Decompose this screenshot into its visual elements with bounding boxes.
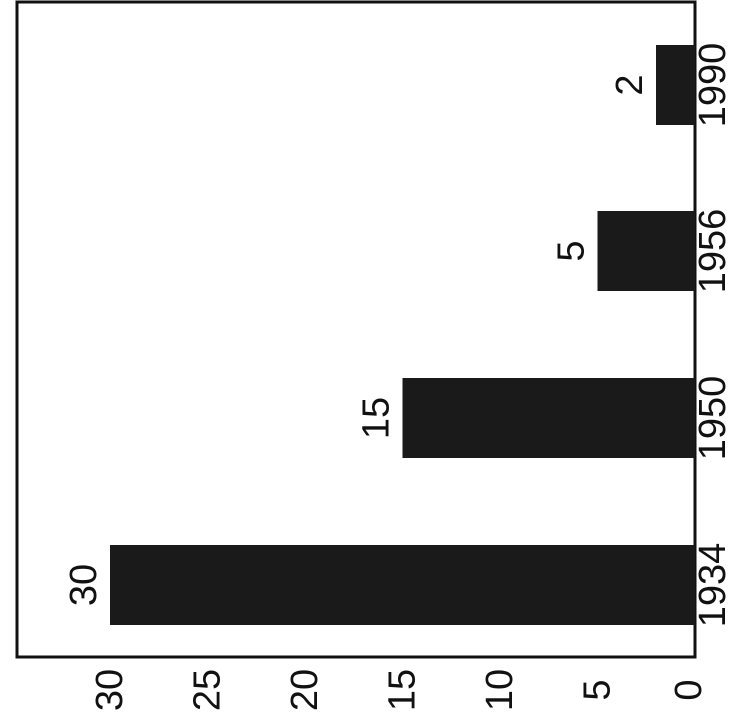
value-label-1950: 15	[356, 397, 398, 439]
category-label-1956: 1956	[692, 209, 729, 294]
tick-label-0: 0	[668, 679, 710, 700]
tick-label-25: 25	[187, 669, 229, 711]
value-label-1990: 2	[609, 74, 651, 95]
bar-1950	[402, 378, 695, 458]
tick-label-20: 20	[284, 669, 326, 711]
value-label-1934: 30	[63, 564, 105, 606]
labels-layer: 30 1934 15 1950 5 1956 2 1990	[63, 43, 729, 628]
tick-label-30: 30	[89, 669, 131, 711]
category-label-1950: 1950	[692, 376, 729, 461]
ticks-layer: 30 25 20 15 10 5 0	[89, 669, 710, 711]
tick-label-5: 5	[577, 679, 619, 700]
bar-1956	[597, 211, 695, 291]
value-label-1956: 5	[551, 240, 593, 261]
category-label-1934: 1934	[692, 543, 729, 628]
tick-label-10: 10	[479, 669, 521, 711]
bars-layer	[110, 45, 695, 625]
category-label-1990: 1990	[692, 43, 729, 128]
bar-1990	[656, 45, 695, 125]
plot-frame	[15, 0, 697, 659]
bar-1934	[110, 545, 695, 625]
tick-label-15: 15	[382, 669, 424, 711]
